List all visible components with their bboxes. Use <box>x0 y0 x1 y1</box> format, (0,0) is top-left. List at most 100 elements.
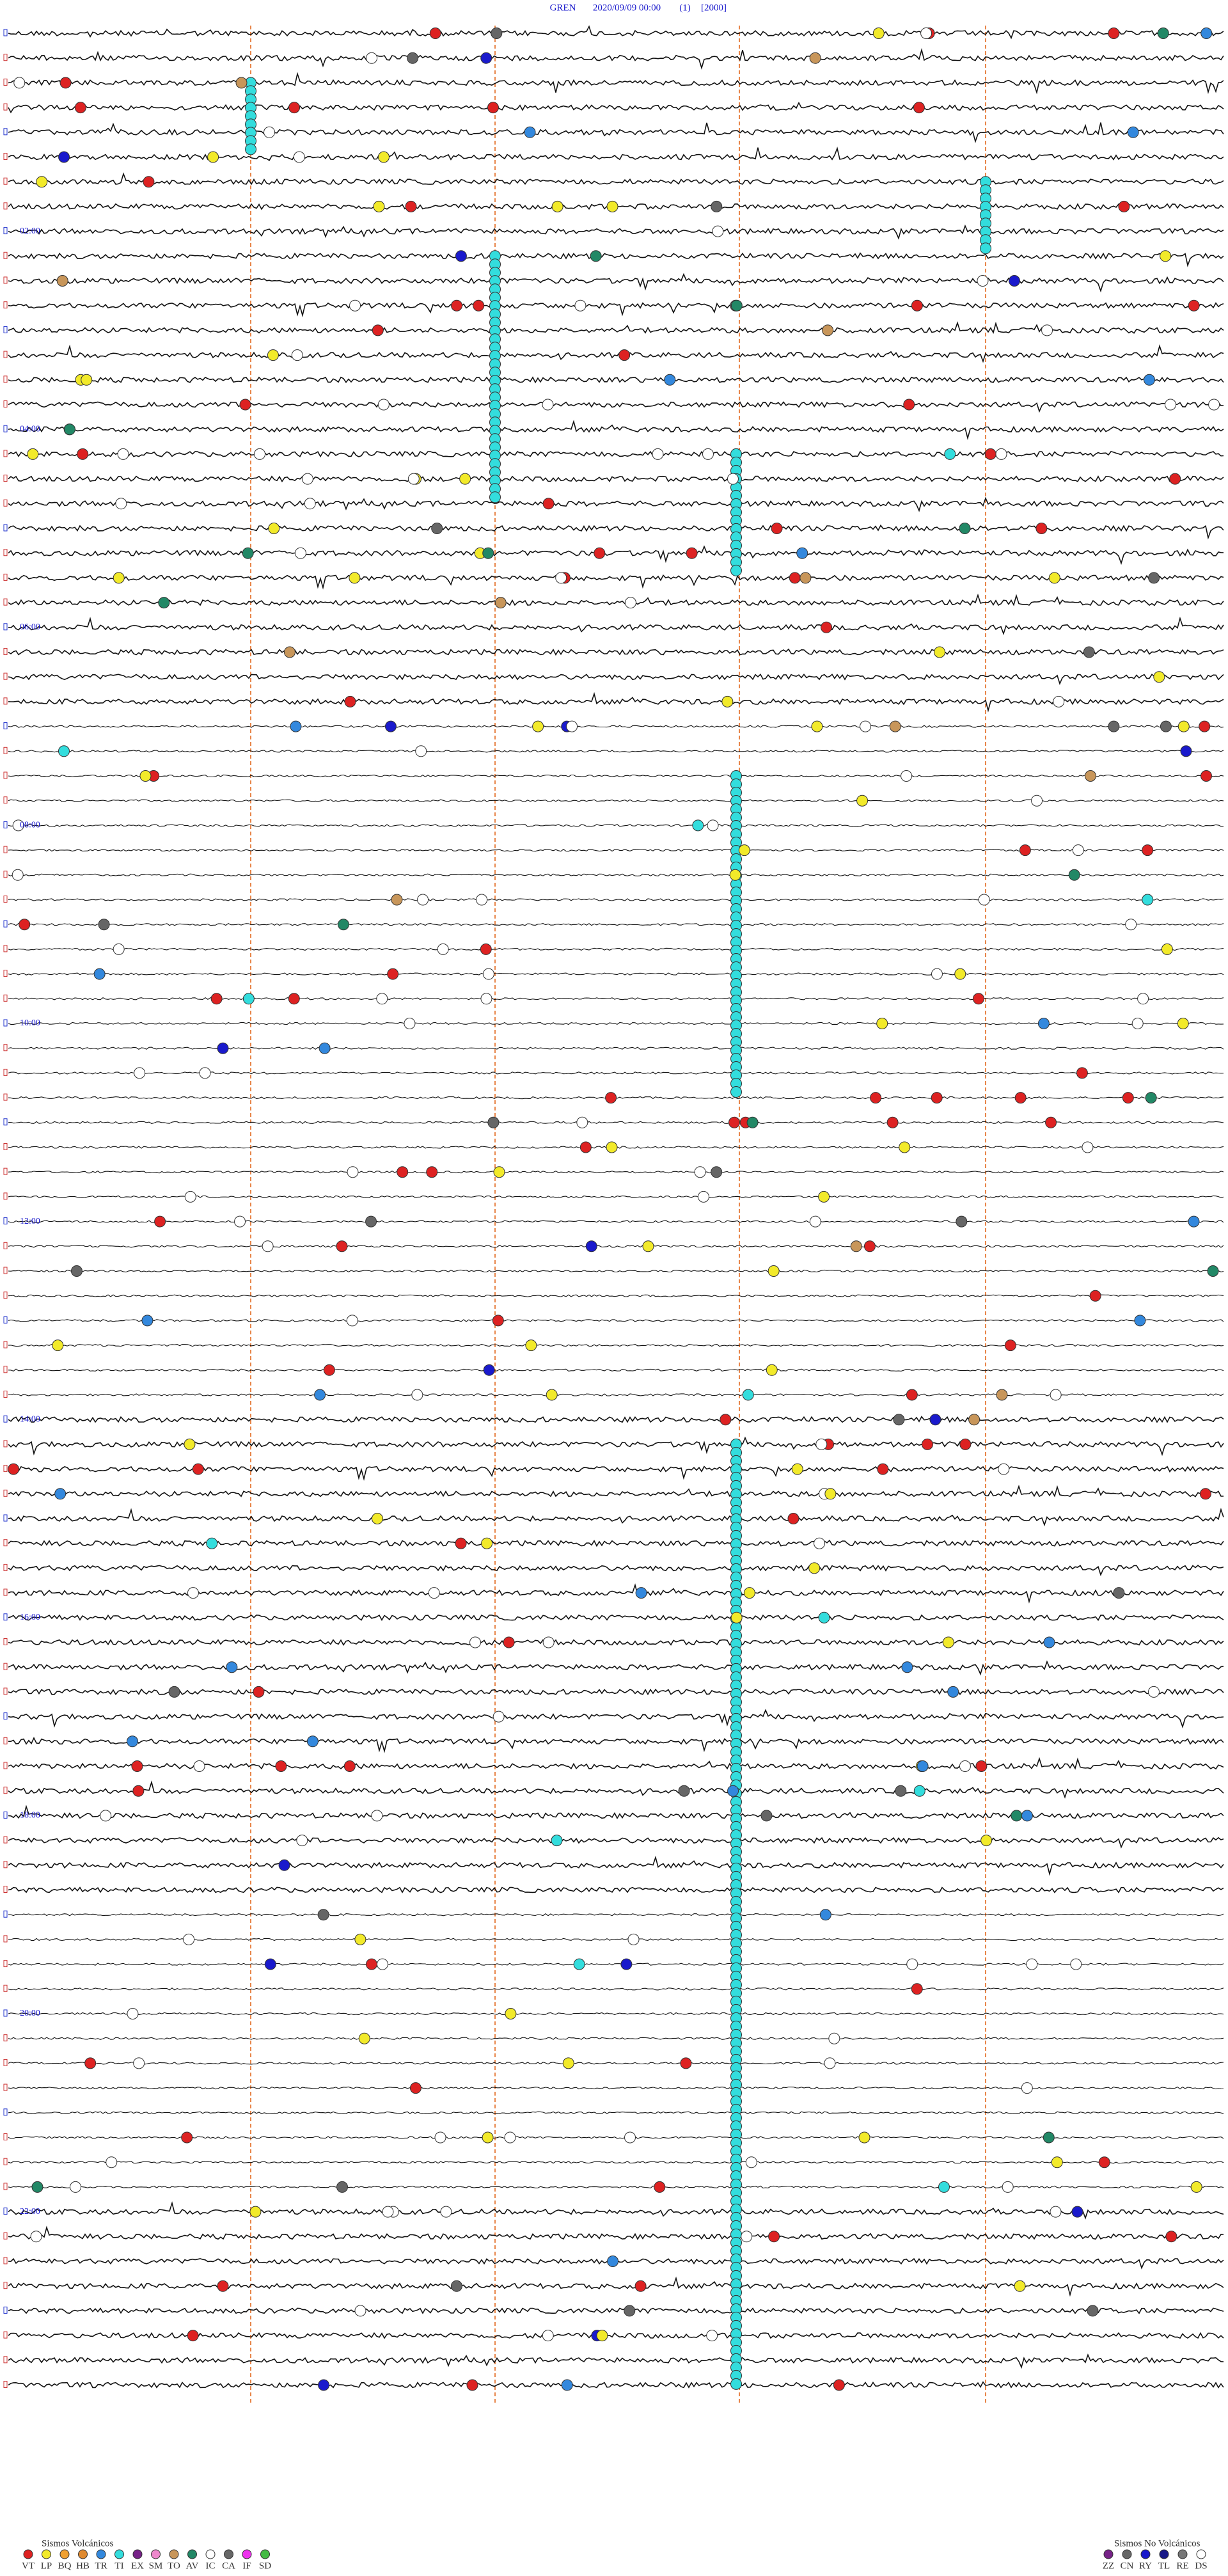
legend: Sismos Volcánicos Sismos No Volcánicos V… <box>22 2538 1208 2571</box>
event <box>768 2231 780 2243</box>
event <box>664 374 676 386</box>
event <box>296 1835 308 1847</box>
event <box>134 1067 146 1079</box>
event <box>886 1116 899 1128</box>
event <box>409 2082 421 2094</box>
event <box>697 1190 709 1203</box>
event <box>1200 770 1212 782</box>
event <box>1048 572 1060 584</box>
event <box>455 250 467 262</box>
row-marker <box>3 1044 8 1052</box>
event <box>1021 2082 1033 2094</box>
event <box>712 225 724 237</box>
legend-title: Sismos No Volcánicos <box>1114 2538 1200 2548</box>
legend-label: TR <box>95 2561 107 2571</box>
legend-marker <box>1122 2549 1132 2559</box>
event <box>349 299 361 312</box>
event <box>141 1315 154 1327</box>
event <box>978 894 990 906</box>
event <box>31 2181 43 2193</box>
row-marker <box>3 1167 8 1175</box>
event <box>235 77 248 89</box>
event <box>1087 2305 1099 2317</box>
event <box>317 1909 329 1921</box>
event <box>822 324 834 336</box>
datetime: 2020/09/09 00:00 <box>593 3 661 13</box>
event <box>555 572 567 584</box>
event <box>787 1513 799 1524</box>
event <box>217 2280 229 2292</box>
event <box>634 2280 647 2292</box>
row-marker <box>3 1613 8 1621</box>
event <box>833 2379 845 2391</box>
legend-label: AV <box>186 2561 199 2571</box>
event <box>431 523 443 534</box>
trace <box>8 2381 1224 2389</box>
trace <box>8 922 1224 926</box>
event <box>745 2156 757 2169</box>
row-marker <box>3 499 8 507</box>
event <box>480 52 492 64</box>
time-labels: 02:00 04:00 06:00 08:00 10:00 12:00 14:00 16:00… <box>20 226 40 2216</box>
event <box>590 250 602 262</box>
trace <box>8 1913 1224 1916</box>
row-marker <box>3 2108 8 2116</box>
event <box>366 52 378 64</box>
event <box>397 1166 409 1178</box>
trace <box>8 1022 1224 1025</box>
event <box>1134 1315 1146 1327</box>
row-marker <box>3 227 8 235</box>
event <box>81 374 93 386</box>
event <box>1165 399 1177 411</box>
legend-marker <box>1196 2549 1206 2559</box>
row-marker <box>3 1019 8 1027</box>
event <box>1160 720 1172 732</box>
trace <box>8 344 1224 363</box>
trace <box>8 172 1224 186</box>
row-marker <box>3 177 8 185</box>
event <box>428 1587 440 1599</box>
event <box>1071 2206 1083 2218</box>
row-marker <box>3 1984 8 1992</box>
event <box>706 2330 718 2342</box>
event <box>863 1240 876 1252</box>
event <box>746 1116 759 1128</box>
row-marker <box>3 153 8 160</box>
event <box>566 720 578 732</box>
row-marker <box>3 1563 8 1571</box>
event <box>1145 1092 1157 1104</box>
event <box>1142 894 1154 906</box>
row-marker <box>3 1242 8 1249</box>
legend-marker <box>114 2549 124 2559</box>
legend-marker <box>23 2549 33 2559</box>
row-marker <box>3 1712 8 1720</box>
row-marker <box>3 450 8 457</box>
event <box>301 473 313 485</box>
legend-marker <box>260 2549 270 2559</box>
event <box>349 572 361 584</box>
event <box>206 1537 218 1549</box>
legend-marker <box>205 2549 216 2559</box>
trace <box>8 1614 1224 1622</box>
event <box>304 498 316 510</box>
trace <box>8 1855 1224 1876</box>
event <box>318 2379 330 2391</box>
trace <box>8 824 1224 827</box>
row-marker <box>3 2306 8 2314</box>
event <box>466 2379 478 2391</box>
event <box>1050 2206 1062 2218</box>
event <box>207 151 219 163</box>
event <box>8 1463 20 1475</box>
trace <box>8 1170 1224 1174</box>
event <box>1041 324 1053 336</box>
event <box>93 968 106 980</box>
event <box>239 399 251 411</box>
event <box>1083 646 1095 658</box>
event <box>476 894 488 906</box>
event <box>707 819 719 832</box>
trace <box>8 1436 1224 1457</box>
event <box>70 2181 82 2193</box>
trace <box>8 2332 1224 2339</box>
trace <box>8 799 1224 802</box>
row-marker <box>3 425 8 432</box>
